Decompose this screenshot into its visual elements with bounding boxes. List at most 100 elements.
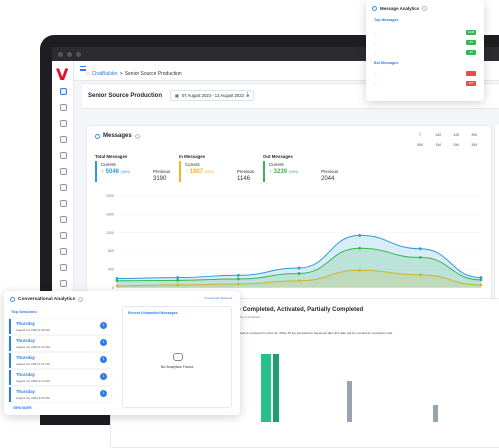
workflow-note: Data is received from Dec 01, 2019. All … [239,331,393,335]
stat-box: Current ↑ 1807 (68%) Previous 1146 [179,161,254,182]
unresolved-sessions-link[interactable]: Unresolved Sessions [204,296,233,300]
data-point [115,279,119,283]
range-selector: 7 1M 1M 3M 6M 1M 2M 3M [411,132,483,147]
stat-previous-value: 3190 [153,176,167,182]
document-icon[interactable] [60,152,67,159]
workflow-bar [261,354,271,422]
messages-icon [95,133,100,139]
data-point [297,266,301,270]
analytics-icon [10,297,15,302]
message-analytics-popup: Message Analytics i Top Messages ... 1446… [366,0,484,101]
window-dot [58,51,63,57]
messages-title: Messages [103,133,132,139]
conversational-analytics-title: Conversational Analytics i [10,297,84,302]
gear-icon[interactable] [60,280,67,287]
data-point [358,246,362,250]
flow-icon[interactable] [60,168,67,175]
data-point [479,278,483,282]
stat-label: In Messages [179,154,206,159]
data-point [418,256,422,259]
messages-card: Messages i 7 1M 1M 3M 6M 1M 2M 3M Total … [86,125,492,321]
dashboard-icon[interactable] [60,88,67,95]
data-point [418,273,422,277]
info-icon[interactable]: i [422,6,428,11]
analytics-row: ... 44 [374,40,476,45]
data-point [236,277,240,281]
data-point [479,283,483,287]
view-more-link[interactable]: VIEW MORE [13,406,32,410]
globe-icon[interactable] [60,264,67,271]
stat-previous-value: 1146 [237,176,250,182]
series-area [117,248,481,288]
data-point [358,234,362,237]
count-badge: ... [466,71,476,76]
data-point [176,278,180,282]
range-option[interactable]: 2M [453,142,459,147]
data-point [418,247,422,251]
data-point [236,273,240,277]
refresh-icon[interactable] [60,200,67,207]
session-item[interactable]: Thursday August 10, 2023 4:21 AM 1 [9,353,111,368]
info-icon[interactable]: i [78,297,84,302]
message-icon[interactable] [60,248,67,255]
page-title: Senior Source Production [88,93,163,99]
window-dot [76,51,81,57]
workflow-subtitle: Top 3 workflows [239,315,261,319]
y-tick-label: 1600 [106,213,114,217]
grid-icon[interactable] [60,216,67,223]
data-point [297,279,301,283]
stat-current-label: Current [269,162,284,167]
y-tick-label: 400 [108,268,114,272]
range-option[interactable]: 1M [435,142,441,147]
workflow-bar [433,405,438,422]
session-item[interactable]: Thursday August 10, 2023 4:03 AM 1 [9,387,111,402]
stat-current-label: Current [185,162,200,167]
messages-card-title: Messages i [95,133,140,139]
date-range-select[interactable]: ▦ 07 August 2023 - 13 August 2023 ▾ [170,90,255,101]
range-option[interactable]: 6M [417,142,423,147]
mail-icon[interactable] [60,232,67,239]
range-option[interactable]: 7 [418,132,422,137]
link-icon[interactable] [60,104,67,111]
data-point [115,277,119,280]
breadcrumb: ⌂ ChatBuilder > Senior Source Production [86,71,182,77]
settings-icon[interactable] [60,136,67,143]
stat-out-messages: Out Messages Current ↑ 3239 (49%) Previo… [263,154,338,182]
stat-current-label: Current [101,162,116,167]
info-icon[interactable]: i [134,133,140,139]
y-tick-label: 0 [112,286,114,290]
analytics-row: ... 44 [374,50,476,55]
chat-icon[interactable] [60,120,67,127]
series-area [117,270,481,288]
data-point [297,272,301,275]
workflow-bar [273,354,279,422]
range-option[interactable]: 1M [435,132,441,137]
analytics-icon [372,6,377,11]
range-option[interactable]: 1M [453,132,459,137]
recent-unhandled-title: Recent Unhandled Messages [128,311,178,315]
session-item[interactable]: Thursday August 10, 2023 4:22 AM 1 [9,336,111,351]
stat-label: Out Messages [263,154,293,159]
stat-previous-value: 2044 [321,176,335,182]
session-item[interactable]: Thursday August 10, 2023 4:38 AM 1 [9,319,111,334]
analytics-row: ...... [374,71,476,76]
y-tick-label: 1200 [106,231,114,235]
data-point [358,268,362,272]
stat-box: Current ↑ 3239 (49%) Previous 2044 [263,161,338,182]
empty-state-text: No Analytics Found [160,365,194,369]
stat-previous-label: Previous [153,169,171,174]
range-option[interactable]: 3M [471,132,477,137]
right-panel-edge [494,125,499,405]
home-icon[interactable]: ⌂ [86,71,90,77]
range-option[interactable]: 3M [471,142,477,147]
hamburger-icon[interactable] [80,66,86,71]
window-dot [67,51,72,57]
download-icon[interactable]: ⤓ [246,91,250,98]
session-item[interactable]: Thursday August 10, 2023 4:13 AM 1 [9,370,111,385]
users-icon[interactable] [60,184,67,191]
breadcrumb-root[interactable]: ChatBuilder [91,71,118,77]
y-tick-label: 2000 [106,194,114,198]
stat-total-messages: Total Messages Current ↑ 5046 (48%) Prev… [95,154,170,182]
brand-logo[interactable]: V [56,65,69,84]
series-area [117,235,481,288]
